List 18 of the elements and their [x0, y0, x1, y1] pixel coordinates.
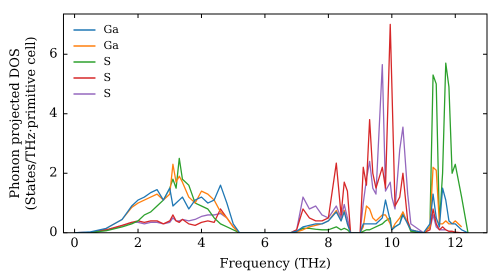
x-tick-label: 8 [324, 236, 333, 251]
x-tick-label: 6 [260, 236, 270, 251]
legend-label: Ga [103, 38, 120, 52]
y-tick-label: 2 [49, 166, 58, 181]
x-tick-label: 0 [70, 236, 79, 251]
y-tick-label: 6 [49, 46, 58, 62]
x-tick-label: 10 [384, 236, 400, 251]
legend-label: S [103, 70, 112, 84]
y-tick-label: 0 [49, 225, 58, 240]
legend-label: Ga [103, 22, 120, 36]
legend-label: S [103, 54, 112, 68]
x-tick-label: 4 [197, 236, 206, 251]
legend-label: S [103, 86, 112, 100]
x-axis-title: Frequency (THz) [220, 256, 331, 272]
x-tick-label: 2 [134, 236, 142, 251]
y-axis-title: Phonon projected DOS (States/THz·primitive cell) [8, 36, 39, 210]
y-tick-label: 4 [49, 106, 58, 122]
x-tick-label: 12 [447, 236, 464, 251]
